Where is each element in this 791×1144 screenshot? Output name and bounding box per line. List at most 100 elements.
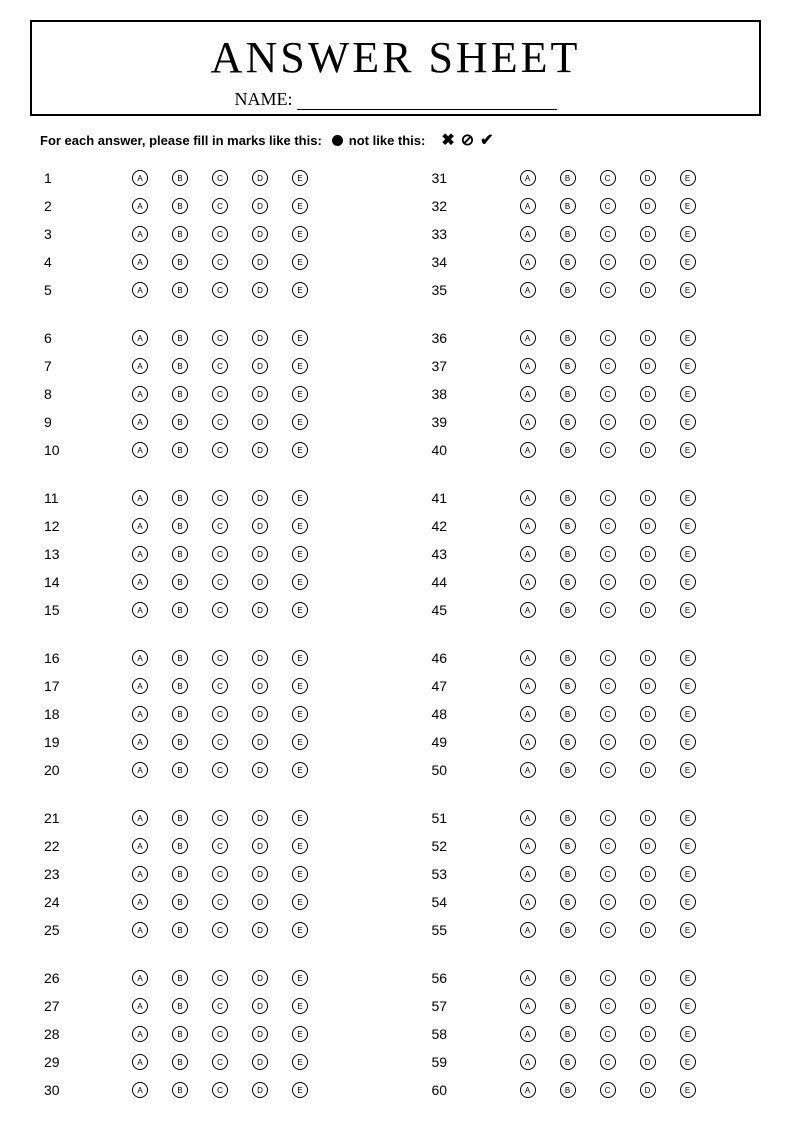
answer-bubble-a[interactable]: A (520, 1082, 536, 1098)
answer-bubble-c[interactable]: C (600, 998, 616, 1014)
answer-bubble-e[interactable]: E (680, 518, 696, 534)
answer-bubble-d[interactable]: D (252, 442, 268, 458)
answer-bubble-e[interactable]: E (680, 1026, 696, 1042)
answer-bubble-b[interactable]: B (172, 442, 188, 458)
answer-bubble-c[interactable]: C (212, 518, 228, 534)
answer-bubble-b[interactable]: B (560, 838, 576, 854)
answer-bubble-b[interactable]: B (560, 386, 576, 402)
answer-bubble-c[interactable]: C (212, 810, 228, 826)
answer-bubble-d[interactable]: D (640, 998, 656, 1014)
answer-bubble-c[interactable]: C (212, 226, 228, 242)
answer-bubble-a[interactable]: A (132, 970, 148, 986)
answer-bubble-c[interactable]: C (600, 678, 616, 694)
answer-bubble-c[interactable]: C (600, 1026, 616, 1042)
answer-bubble-c[interactable]: C (600, 922, 616, 938)
answer-bubble-b[interactable]: B (560, 1082, 576, 1098)
answer-bubble-e[interactable]: E (680, 678, 696, 694)
answer-bubble-c[interactable]: C (212, 734, 228, 750)
answer-bubble-c[interactable]: C (600, 490, 616, 506)
answer-bubble-b[interactable]: B (172, 734, 188, 750)
answer-bubble-c[interactable]: C (212, 678, 228, 694)
answer-bubble-b[interactable]: B (172, 1054, 188, 1070)
answer-bubble-a[interactable]: A (520, 602, 536, 618)
answer-bubble-e[interactable]: E (680, 330, 696, 346)
answer-bubble-c[interactable]: C (212, 1026, 228, 1042)
answer-bubble-e[interactable]: E (292, 998, 308, 1014)
answer-bubble-c[interactable]: C (600, 866, 616, 882)
answer-bubble-b[interactable]: B (172, 358, 188, 374)
answer-bubble-a[interactable]: A (520, 922, 536, 938)
answer-bubble-e[interactable]: E (680, 762, 696, 778)
answer-bubble-e[interactable]: E (292, 198, 308, 214)
answer-bubble-e[interactable]: E (292, 866, 308, 882)
answer-bubble-b[interactable]: B (172, 970, 188, 986)
answer-bubble-c[interactable]: C (600, 358, 616, 374)
answer-bubble-e[interactable]: E (292, 838, 308, 854)
answer-bubble-b[interactable]: B (560, 1026, 576, 1042)
answer-bubble-c[interactable]: C (212, 358, 228, 374)
answer-bubble-e[interactable]: E (292, 254, 308, 270)
answer-bubble-b[interactable]: B (560, 330, 576, 346)
answer-bubble-d[interactable]: D (252, 810, 268, 826)
answer-bubble-e[interactable]: E (292, 546, 308, 562)
answer-bubble-e[interactable]: E (292, 970, 308, 986)
answer-bubble-a[interactable]: A (132, 170, 148, 186)
answer-bubble-b[interactable]: B (172, 706, 188, 722)
answer-bubble-b[interactable]: B (560, 706, 576, 722)
answer-bubble-e[interactable]: E (292, 706, 308, 722)
answer-bubble-a[interactable]: A (520, 762, 536, 778)
answer-bubble-b[interactable]: B (560, 518, 576, 534)
answer-bubble-c[interactable]: C (212, 894, 228, 910)
answer-bubble-c[interactable]: C (212, 602, 228, 618)
answer-bubble-b[interactable]: B (172, 254, 188, 270)
answer-bubble-c[interactable]: C (600, 330, 616, 346)
answer-bubble-d[interactable]: D (252, 762, 268, 778)
answer-bubble-c[interactable]: C (600, 602, 616, 618)
answer-bubble-d[interactable]: D (252, 650, 268, 666)
answer-bubble-e[interactable]: E (292, 414, 308, 430)
answer-bubble-e[interactable]: E (680, 414, 696, 430)
answer-bubble-e[interactable]: E (292, 442, 308, 458)
answer-bubble-b[interactable]: B (172, 1082, 188, 1098)
answer-bubble-e[interactable]: E (292, 1026, 308, 1042)
answer-bubble-e[interactable]: E (680, 170, 696, 186)
answer-bubble-e[interactable]: E (680, 706, 696, 722)
answer-bubble-d[interactable]: D (640, 442, 656, 458)
answer-bubble-e[interactable]: E (292, 762, 308, 778)
answer-bubble-c[interactable]: C (600, 414, 616, 430)
answer-bubble-b[interactable]: B (560, 490, 576, 506)
answer-bubble-c[interactable]: C (600, 650, 616, 666)
answer-bubble-c[interactable]: C (600, 282, 616, 298)
answer-bubble-c[interactable]: C (212, 838, 228, 854)
answer-bubble-d[interactable]: D (640, 1082, 656, 1098)
answer-bubble-c[interactable]: C (600, 1082, 616, 1098)
answer-bubble-c[interactable]: C (212, 1082, 228, 1098)
answer-bubble-d[interactable]: D (640, 1054, 656, 1070)
answer-bubble-e[interactable]: E (680, 358, 696, 374)
answer-bubble-b[interactable]: B (172, 226, 188, 242)
answer-bubble-e[interactable]: E (680, 1082, 696, 1098)
answer-bubble-d[interactable]: D (252, 1054, 268, 1070)
answer-bubble-c[interactable]: C (600, 810, 616, 826)
answer-bubble-e[interactable]: E (292, 386, 308, 402)
answer-bubble-a[interactable]: A (520, 574, 536, 590)
answer-bubble-e[interactable]: E (292, 894, 308, 910)
answer-bubble-a[interactable]: A (520, 442, 536, 458)
answer-bubble-a[interactable]: A (132, 1054, 148, 1070)
answer-bubble-d[interactable]: D (640, 762, 656, 778)
answer-bubble-a[interactable]: A (132, 358, 148, 374)
answer-bubble-d[interactable]: D (640, 1026, 656, 1042)
answer-bubble-b[interactable]: B (560, 970, 576, 986)
answer-bubble-e[interactable]: E (292, 922, 308, 938)
answer-bubble-e[interactable]: E (292, 1082, 308, 1098)
answer-bubble-a[interactable]: A (132, 254, 148, 270)
answer-bubble-b[interactable]: B (172, 866, 188, 882)
answer-bubble-a[interactable]: A (132, 734, 148, 750)
answer-bubble-c[interactable]: C (212, 386, 228, 402)
answer-bubble-c[interactable]: C (212, 762, 228, 778)
answer-bubble-b[interactable]: B (172, 838, 188, 854)
answer-bubble-a[interactable]: A (520, 226, 536, 242)
answer-bubble-d[interactable]: D (640, 198, 656, 214)
answer-bubble-b[interactable]: B (172, 574, 188, 590)
answer-bubble-b[interactable]: B (560, 414, 576, 430)
